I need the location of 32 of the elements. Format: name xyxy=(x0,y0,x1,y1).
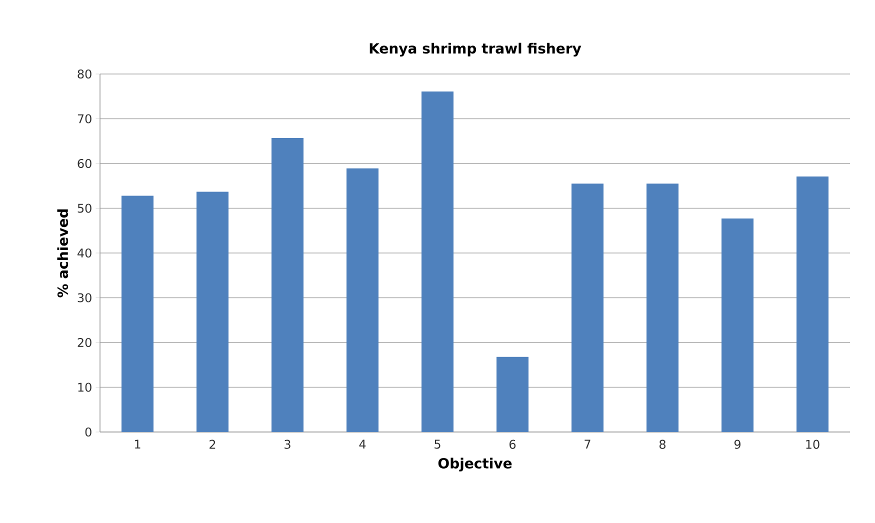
y-tick-label: 70 xyxy=(78,114,92,124)
x-tick-label: 3 xyxy=(284,440,290,449)
bar xyxy=(272,138,304,432)
y-tick-label: 50 xyxy=(78,204,92,213)
y-tick-label: 40 xyxy=(78,248,92,258)
y-tick-label: 80 xyxy=(78,69,92,79)
chart-title: Kenya shrimp trawl fishery xyxy=(370,42,582,56)
bar xyxy=(422,91,454,432)
y-tick-label: 0 xyxy=(85,427,92,437)
bar xyxy=(496,356,529,432)
bar xyxy=(796,176,829,432)
bar xyxy=(122,196,154,432)
x-tick-label: 10 xyxy=(806,440,820,449)
bar xyxy=(346,168,379,432)
bar xyxy=(196,192,229,432)
x-tick-label: 1 xyxy=(135,440,140,449)
bar xyxy=(722,218,754,432)
x-tick-label: 4 xyxy=(359,440,366,449)
x-tick-label: 2 xyxy=(210,440,216,449)
bar xyxy=(572,184,604,432)
x-tick-label: 5 xyxy=(434,440,440,449)
x-tick-label: 8 xyxy=(660,440,666,449)
y-tick-label: 60 xyxy=(78,158,92,168)
y-tick-label: 30 xyxy=(78,293,92,302)
y-axis-title: % achieved xyxy=(57,209,68,298)
y-tick-label: 20 xyxy=(78,338,92,348)
x-tick-label: 9 xyxy=(734,440,740,449)
bar xyxy=(646,184,679,432)
x-tick-label: 6 xyxy=(510,440,516,449)
x-axis-title: Objective xyxy=(438,458,512,472)
x-tick-label: 7 xyxy=(584,440,590,449)
y-tick-label: 10 xyxy=(78,382,92,392)
